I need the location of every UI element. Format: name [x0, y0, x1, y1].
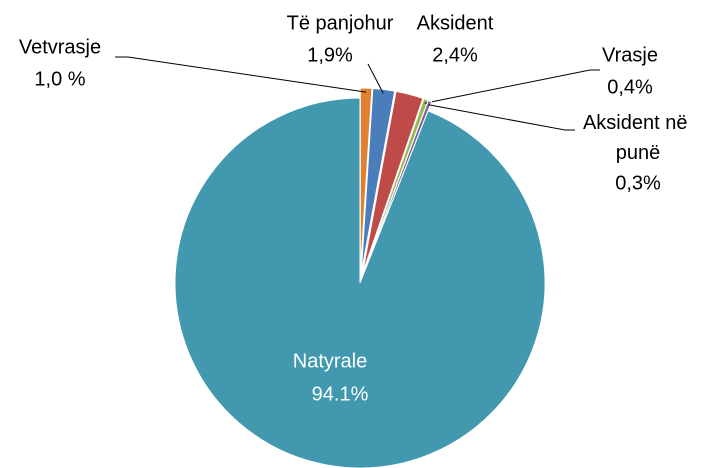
- slice-name: Vrasje: [602, 44, 658, 66]
- slice-value: 94.1%: [312, 383, 369, 405]
- pie-slice: [360, 87, 396, 274]
- slice-name: Vetvrasje: [19, 36, 101, 58]
- slice-value: 1,0 %: [34, 68, 85, 90]
- leader-line: [115, 56, 367, 93]
- slice-value: 2,4%: [432, 44, 478, 66]
- leader-line: [367, 63, 384, 94]
- pie-slice: [359, 87, 373, 274]
- slice-name: Aksident në punë: [583, 112, 693, 164]
- slice-name: Të panjohur: [287, 12, 394, 34]
- leader-line: [428, 104, 575, 131]
- pie-slice: [362, 90, 424, 274]
- pie-slice: [174, 97, 546, 468]
- leader-line: [424, 69, 600, 104]
- slice-value: 0,3%: [615, 172, 661, 194]
- slice-name: Aksident: [417, 12, 494, 34]
- slice-name: Natyrale: [293, 350, 367, 372]
- slice-name-line: punë: [616, 142, 661, 164]
- slice-value: 0,4%: [607, 76, 653, 98]
- slice-value: 1,9%: [307, 44, 353, 66]
- slice-name-line: Aksident në: [583, 112, 693, 134]
